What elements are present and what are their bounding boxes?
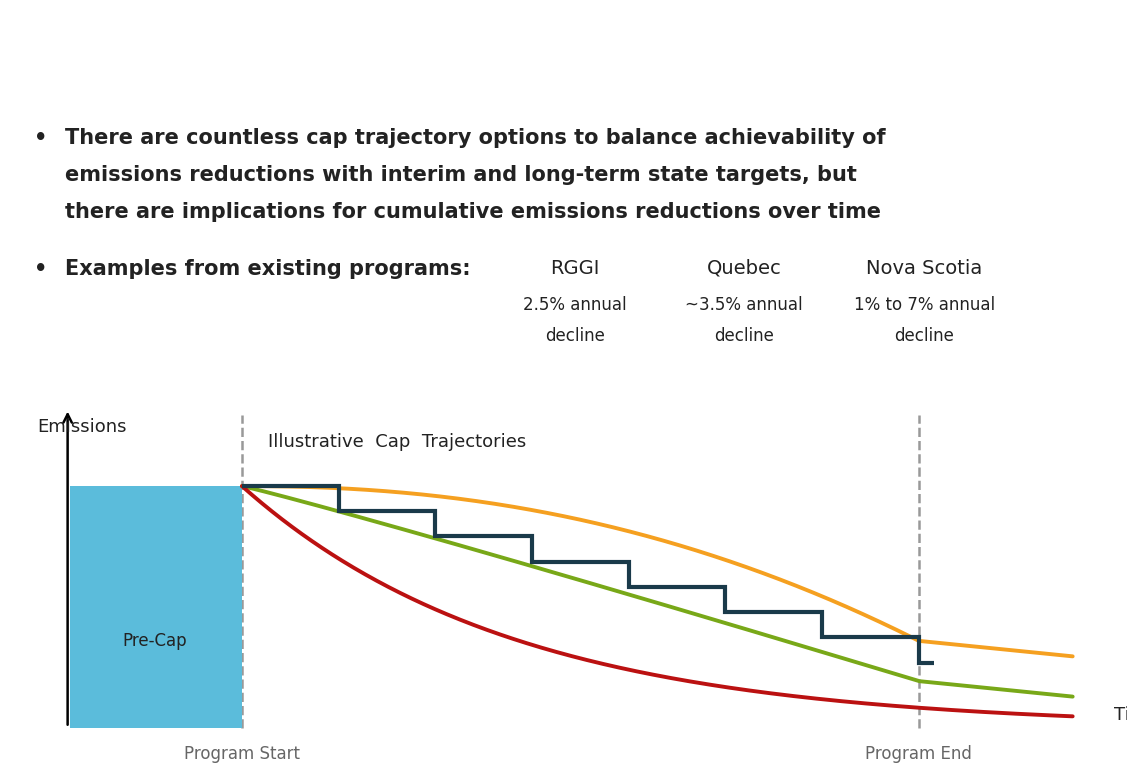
Text: there are implications for cumulative emissions reductions over time: there are implications for cumulative em… bbox=[65, 202, 881, 222]
Text: emissions reductions with interim and long-term state targets, but: emissions reductions with interim and lo… bbox=[65, 165, 858, 185]
Text: Cap Trajectories: Cap Trajectories bbox=[352, 22, 775, 74]
Text: RGGI: RGGI bbox=[550, 259, 600, 278]
Text: Examples from existing programs:: Examples from existing programs: bbox=[65, 259, 471, 279]
Text: Pre-Cap: Pre-Cap bbox=[123, 632, 187, 650]
Text: Time: Time bbox=[1113, 706, 1127, 724]
Text: Nova Scotia: Nova Scotia bbox=[866, 259, 983, 278]
Text: Quebec: Quebec bbox=[707, 259, 781, 278]
Text: 2.5% annual: 2.5% annual bbox=[523, 296, 627, 313]
Text: Program End: Program End bbox=[866, 745, 973, 762]
Text: decline: decline bbox=[713, 327, 774, 345]
Text: 1% to 7% annual: 1% to 7% annual bbox=[853, 296, 995, 313]
Text: •: • bbox=[34, 259, 47, 279]
Text: ~3.5% annual: ~3.5% annual bbox=[685, 296, 802, 313]
Text: There are countless cap trajectory options to balance achievability of: There are countless cap trajectory optio… bbox=[65, 128, 886, 148]
Text: Emissions: Emissions bbox=[37, 418, 126, 436]
Text: Program Start: Program Start bbox=[184, 745, 300, 762]
Text: decline: decline bbox=[894, 327, 955, 345]
Text: Illustrative  Cap  Trajectories: Illustrative Cap Trajectories bbox=[267, 433, 526, 451]
Text: •: • bbox=[34, 128, 47, 148]
Text: decline: decline bbox=[544, 327, 605, 345]
Bar bbox=[70, 486, 242, 728]
